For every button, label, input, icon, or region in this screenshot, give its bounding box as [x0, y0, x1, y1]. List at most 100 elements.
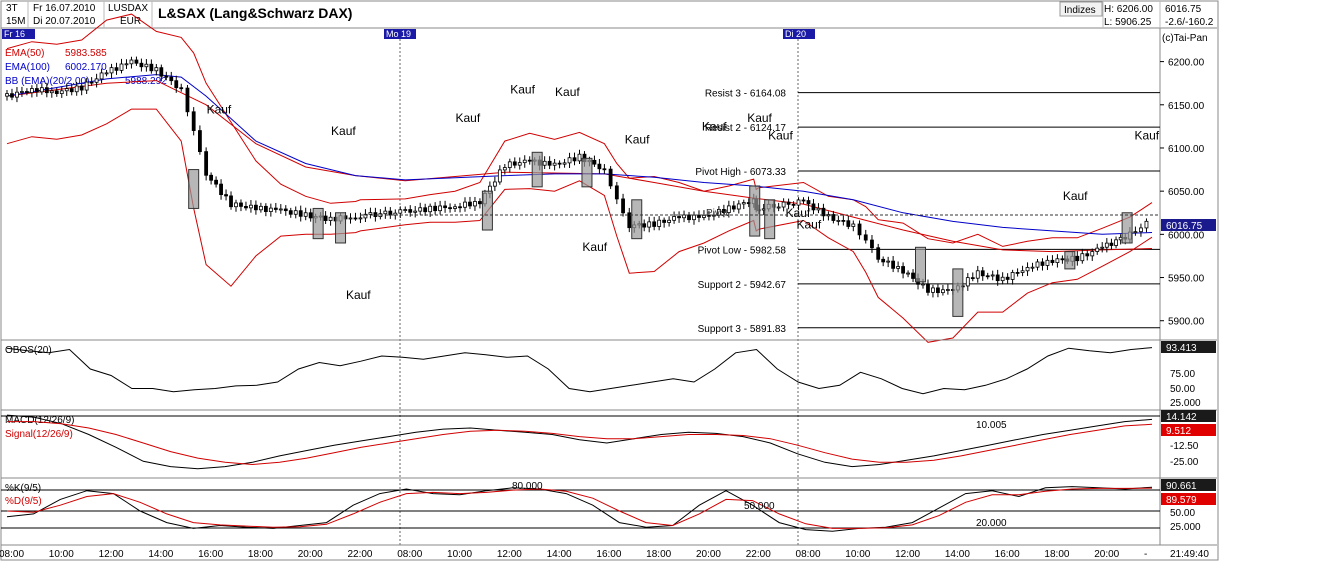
candle-body [821, 207, 826, 217]
candle-body [268, 207, 273, 212]
level-label: Support 2 - 5942.67 [698, 280, 787, 291]
candle-body [328, 216, 333, 221]
last-price: 6016.75 [1165, 4, 1202, 15]
indizes-button[interactable] [1059, 1, 1103, 17]
candle-body [443, 205, 447, 209]
candle-body [995, 274, 1000, 282]
candle-body [1090, 251, 1095, 257]
legend-bb-label: BB (EMA)(20/2.00) [5, 76, 89, 87]
candle-body [59, 90, 64, 94]
time-readout: 21:49:40 [1170, 549, 1209, 560]
candle-body [857, 223, 862, 236]
obos-axis-75: 75.00 [1170, 369, 1195, 380]
time-label: 16:00 [995, 549, 1020, 560]
signal-boxes [188, 151, 1133, 317]
candle-body [448, 207, 452, 210]
kauf-label: Kauf [1063, 189, 1088, 203]
candle-body [741, 202, 746, 205]
bollinger-bands [6, 13, 1153, 343]
candle-body [119, 63, 124, 71]
candle-body [1030, 266, 1035, 269]
signal-box [952, 268, 964, 317]
day-markers: Fr 16 Mo 19 Di 20 [2, 29, 815, 545]
candle-body [104, 72, 109, 75]
candle-body [1114, 239, 1118, 246]
time-label: 20:00 [696, 549, 721, 560]
candle-body [552, 162, 557, 166]
candle-body [244, 205, 248, 209]
candle-body [413, 210, 418, 213]
candle-body [863, 234, 868, 241]
candle-body [144, 63, 149, 68]
candle-body [154, 67, 159, 72]
candle-body [418, 207, 423, 212]
candle-body [776, 206, 781, 209]
candle-body [368, 212, 373, 215]
candle-body [1104, 242, 1109, 248]
candle-body [806, 200, 811, 205]
candle-body [44, 87, 49, 94]
candle-body [258, 205, 263, 211]
candle-body [179, 87, 184, 90]
low-label: L: 5906.25 [1104, 17, 1152, 28]
candle-body [204, 151, 209, 176]
time-label: 14:00 [148, 549, 173, 560]
candle-body [562, 162, 567, 165]
candle-body [811, 203, 816, 211]
stoch-d-line [6, 487, 1153, 529]
candle-body [602, 168, 607, 171]
candle-body [791, 203, 796, 206]
candle-body [224, 194, 228, 197]
chart-title: L&SAX (Lang&Schwarz DAX) [158, 5, 352, 21]
candle-body [702, 214, 706, 218]
candle-body [273, 207, 278, 210]
obos-value: 93.413 [1166, 343, 1197, 354]
candle-body [608, 168, 613, 187]
time-label: 14:00 [547, 549, 572, 560]
indizes-button-label: Indizes [1064, 5, 1096, 16]
macd-annotation: 10.005 [976, 420, 1007, 431]
time-label: 18:00 [248, 549, 273, 560]
candle-body [1075, 255, 1080, 262]
signal-label: Signal(12/26/9) [5, 429, 73, 440]
candle-body [191, 111, 196, 131]
candle-body [667, 219, 672, 223]
day-marker-di: Di 20 [785, 29, 806, 39]
time-label: 12:00 [895, 549, 920, 560]
candle-body [99, 72, 104, 80]
candle-body [512, 161, 517, 166]
price-axis-label: 6000.00 [1168, 230, 1205, 241]
candle-body [682, 214, 686, 219]
signal-box [531, 151, 543, 188]
date-from: Fr 16.07.2010 [33, 3, 96, 14]
macd-axis-2: -25.00 [1170, 457, 1199, 468]
candle-body [174, 80, 179, 89]
bb-upper-line [6, 13, 1153, 247]
candle-body [502, 167, 507, 171]
candle-body [114, 67, 119, 71]
candle-body [408, 209, 413, 213]
candle-body [1005, 276, 1010, 280]
level-label: Resist 3 - 6164.08 [705, 89, 787, 100]
candle-body [597, 163, 602, 170]
obos-line [6, 347, 1153, 395]
candle-body [712, 214, 716, 217]
candle-body [1000, 276, 1005, 282]
time-axis: 08:00 10:00 12:00 14:00 16:00 18:00 20:00 22:00… [0, 544, 1217, 560]
candle-body [901, 266, 905, 274]
candle-body [697, 214, 701, 218]
candle-body [433, 205, 438, 212]
candle-body [473, 201, 477, 207]
candle-body [726, 205, 731, 213]
candle-body [298, 210, 303, 217]
candle-body [614, 185, 619, 200]
legend-ema100-label: EMA(100) [5, 62, 50, 73]
price-change: -2.6/-160.2 [1165, 17, 1214, 28]
price-axis-label: 6200.00 [1168, 58, 1205, 69]
time-label: - [1144, 549, 1147, 560]
candle-body [358, 217, 363, 220]
candle-body [1025, 267, 1030, 272]
candle-body [721, 209, 726, 213]
candle-body [198, 130, 202, 153]
